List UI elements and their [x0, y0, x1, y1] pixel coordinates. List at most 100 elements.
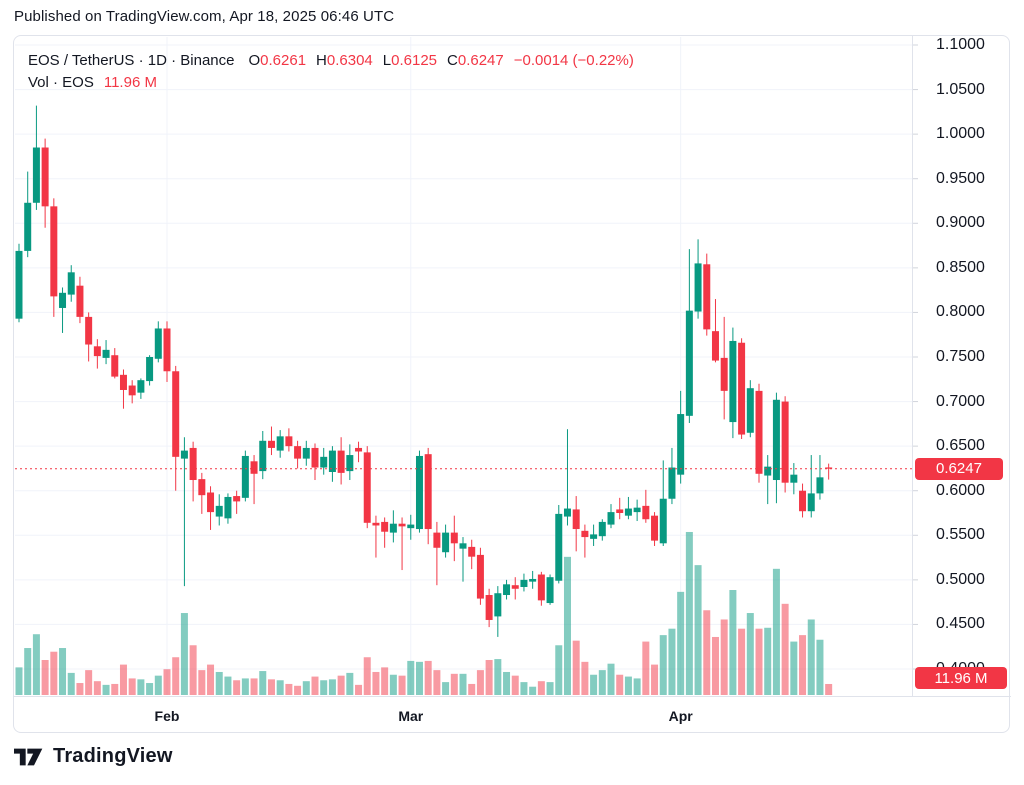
volume-bar [555, 645, 563, 695]
volume-bar [738, 628, 746, 695]
candle [250, 461, 258, 474]
volume-bar [424, 660, 432, 695]
volume-bar [163, 669, 171, 695]
price-scale[interactable]: 1.1000 1.0500 1.0000 0.9500 0.9000 0.8500 0.80… [913, 36, 1010, 696]
candle [799, 490, 807, 512]
candle [546, 577, 554, 604]
candle [50, 206, 58, 297]
candle [189, 447, 197, 481]
candle [146, 357, 154, 382]
candle [424, 454, 432, 530]
candle [659, 498, 667, 544]
candle [163, 328, 171, 372]
volume-bar [572, 640, 580, 695]
candle [616, 509, 624, 513]
volume-bar [285, 683, 293, 695]
volume-bar [799, 635, 807, 695]
volume-bar [633, 678, 641, 695]
volume-bar [581, 661, 589, 695]
volume-bar [207, 664, 215, 695]
candle [711, 331, 719, 361]
candle [311, 447, 319, 468]
volume-bar [685, 531, 693, 695]
volume-bar [398, 675, 406, 695]
candle [790, 474, 798, 483]
price-scale-label: 0.4500 [936, 615, 985, 633]
ohlc-high: H0.6304 [316, 52, 373, 69]
price-scale-label: 0.7500 [936, 348, 985, 365]
candle [816, 477, 824, 494]
volume-bar [624, 676, 632, 695]
candle [224, 496, 232, 519]
candle [503, 584, 511, 596]
candle [764, 466, 772, 476]
candle [355, 447, 363, 452]
time-scale-label: Feb [154, 708, 180, 724]
candle [442, 532, 450, 553]
tradingview-brand-link[interactable]: TradingView [14, 745, 173, 768]
volume-bar [790, 641, 798, 695]
candle [259, 440, 267, 472]
ohlc-open: O0.6261 [248, 52, 307, 69]
time-scale[interactable]: Feb Mar Apr [14, 697, 911, 733]
volume-bar [590, 674, 598, 695]
candle [337, 450, 345, 473]
volume-label[interactable]: Vol · EOS [28, 74, 94, 91]
volume-bar [241, 678, 249, 695]
candle [529, 578, 537, 582]
volume-bar [154, 675, 162, 695]
candle [24, 202, 32, 251]
candle [93, 346, 101, 357]
candle [102, 349, 110, 358]
price-chart-plot[interactable] [14, 36, 1011, 734]
price-scale-label: 1.0500 [936, 80, 985, 98]
price-scale-label: 0.6000 [936, 481, 985, 499]
candle [607, 512, 615, 525]
volume-bar [24, 648, 32, 695]
time-scale-label: Apr [668, 708, 693, 724]
candle [459, 543, 467, 549]
candle [581, 530, 589, 538]
volume-bar [772, 568, 780, 695]
volume-bar [703, 610, 711, 695]
volume-bar [76, 683, 84, 695]
volume-bar [694, 565, 702, 695]
volume-bar [781, 603, 789, 695]
volume-bar [729, 590, 737, 695]
price-scale-label: 0.5500 [936, 526, 985, 544]
volume-bar [563, 556, 571, 695]
candle [494, 593, 502, 617]
volume-bar [32, 634, 40, 695]
volume-bar [511, 675, 519, 695]
candle [590, 534, 598, 539]
candle [738, 342, 746, 435]
candle [415, 455, 423, 530]
volume-bar [102, 684, 110, 695]
volume-bar [442, 682, 450, 695]
candle [328, 450, 336, 472]
volume-bar [180, 613, 188, 695]
candle [137, 380, 145, 393]
symbol-title[interactable]: EOS / TetherUS · 1D · Binance [28, 52, 235, 69]
volume-bar [381, 667, 389, 695]
candle [67, 272, 75, 295]
legend-symbol-row: EOS / TetherUS · 1D · Binance O0.6261 H0… [28, 52, 634, 69]
volume-bar [337, 675, 345, 695]
volume-bar [267, 679, 275, 695]
candle [180, 450, 188, 459]
volume-bar [546, 682, 554, 695]
candle [807, 493, 815, 512]
candle [389, 523, 397, 533]
candle [563, 508, 571, 517]
volume-bar [659, 635, 667, 695]
volume-bar [363, 657, 371, 695]
volume-bar [276, 680, 284, 695]
candle [703, 264, 711, 330]
candle [677, 414, 685, 475]
volume-bar [250, 678, 258, 695]
volume-bar [415, 661, 423, 695]
volume-bar [311, 676, 319, 695]
volume-bar [537, 681, 545, 695]
volume-bar [50, 651, 58, 695]
volume-bar [189, 645, 197, 695]
